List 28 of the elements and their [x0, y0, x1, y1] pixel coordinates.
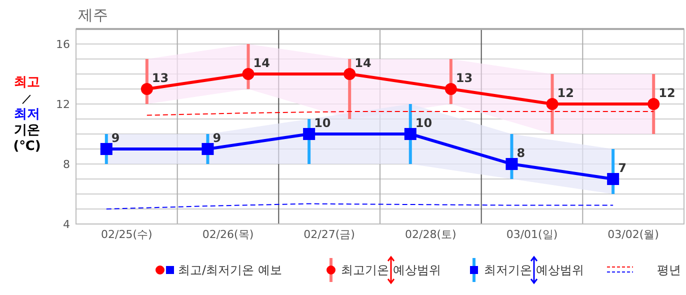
data-label: 13 — [152, 71, 169, 85]
y-tick-label: 12 — [56, 98, 70, 111]
data-label: 7 — [618, 161, 626, 175]
data-label: 12 — [658, 86, 676, 100]
x-tick-label: 02/25(수) — [101, 228, 152, 241]
y-tick-label: 16 — [56, 38, 70, 51]
data-label: 9 — [111, 131, 120, 145]
x-tick-label: 02/27(금) — [304, 228, 355, 241]
text: 최고/최저기온 예보 — [178, 263, 282, 277]
data-label: 8 — [516, 146, 526, 160]
chart-title: 제주 — [78, 6, 108, 24]
data-label: 10 — [314, 116, 331, 130]
text: 최고기온 예상범위 — [341, 263, 441, 277]
data-label: 14 — [253, 56, 270, 70]
data-label: 13 — [456, 71, 473, 85]
data-label: 10 — [415, 116, 432, 130]
data-label: 14 — [354, 56, 372, 70]
y-tick-label: 8 — [63, 158, 70, 171]
x-tick-label: 02/26(목) — [202, 228, 254, 241]
y-tick-label: 4 — [63, 218, 70, 231]
x-tick-label: 03/01(일) — [506, 228, 558, 241]
x-tick-label: 02/28(토) — [405, 228, 456, 241]
x-tick-label: 03/02(월) — [608, 228, 659, 241]
data-label: 9 — [212, 131, 222, 145]
text: 평년 — [657, 263, 681, 277]
y-axis-title: 최고 ／ 최저 기온 (℃) — [13, 75, 41, 154]
text: 최저기온 예상범위 — [484, 263, 584, 277]
data-label: 12 — [557, 86, 574, 100]
